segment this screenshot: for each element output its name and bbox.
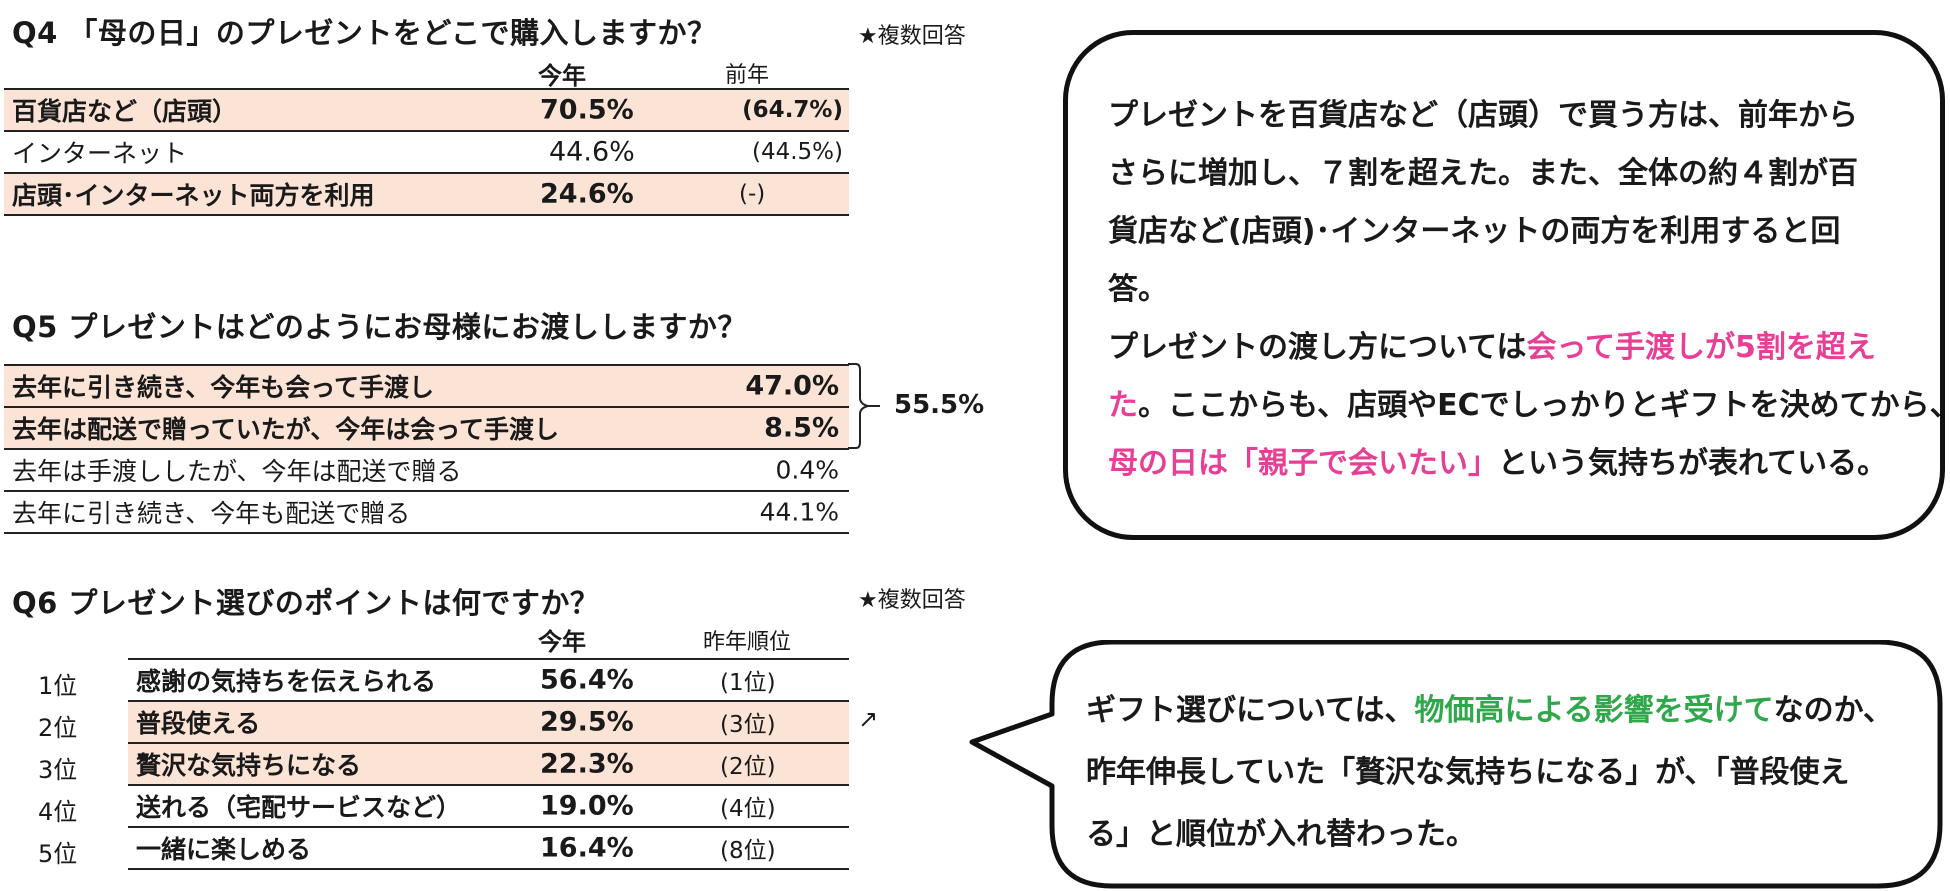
table-row: 去年は手渡ししたが、今年は配送で贈る 0.4% [4, 450, 849, 492]
bubble-text: ギフト選びについては、物価高による影響を受けてなのか、 昨年伸長していた「贅沢な… [1086, 680, 1893, 866]
bubble-text-normal: ギフト選びについては、 [1086, 693, 1415, 728]
bubble-text-normal: 。ここからも、店頭やECでしっかりとギフトを決めてから、 [1138, 388, 1950, 423]
bubble-text: プレゼントを百貨店など（店頭）で買う方は、前年から さらに増加し、７割を超えた。… [1108, 87, 1950, 493]
row-value: 56.4% [540, 664, 634, 696]
rank-label: 2位 [38, 714, 78, 742]
q6-multiple-answer-note: ★複数回答 [858, 588, 966, 613]
q4-col-this-year: 今年 [538, 62, 586, 90]
row-prev-value: (44.5%) [751, 139, 843, 165]
q4-multiple-answer-note: ★複数回答 [858, 24, 966, 49]
bubble-line: 昨年伸長していた「贅沢な気持ちになる」が、「普段使え [1086, 755, 1850, 790]
row-prev-rank: (8位) [720, 838, 776, 864]
row-label: 百貨店など（店頭） [12, 97, 238, 126]
q4-title: Q4 「母の日」のプレゼントをどこで購入しますか？ [12, 16, 717, 50]
table-row: 百貨店など（店頭） 70.5% (64.7%) [4, 90, 849, 132]
bubble-text-highlight: 会って手渡しが5割を超え [1526, 330, 1876, 365]
bubble-text-normal: という気持ちが表れている。 [1498, 446, 1888, 481]
bubble-line: ギフト選びについては、物価高による影響を受けてなのか、 [1086, 680, 1893, 742]
row-label: 一緒に楽しめる [136, 835, 312, 864]
q5-bracket-total: 55.5% [894, 390, 985, 420]
q6-col-last-rank: 昨年順位 [703, 630, 792, 655]
row-value: 16.4% [540, 832, 634, 864]
table-row: 感謝の気持ちを伝えられる 56.4% (1位) [128, 660, 849, 702]
q4-table: 百貨店など（店頭） 70.5% (64.7%) インターネット 44.6% (4… [4, 88, 849, 216]
bubble-line: プレゼントを百貨店など（店頭）で買う方は、前年から [1108, 98, 1858, 133]
summary-bubble-gift-choice [969, 640, 1943, 889]
row-prev-rank: (1位) [720, 670, 776, 696]
table-row: 店頭･インターネット両方を利用 24.6% (-) [4, 174, 849, 216]
q5-title: Q5 プレゼントはどのようにお母様にお渡ししますか？ [12, 310, 747, 344]
rank-label: 1位 [38, 672, 78, 700]
row-label: 感謝の気持ちを伝えられる [136, 667, 437, 696]
q6-title: Q6 プレゼント選びのポイントは何ですか？ [12, 586, 600, 620]
row-value: 24.6% [540, 178, 634, 210]
bubble-text-normal: なのか、 [1773, 693, 1894, 728]
row-label: 去年に引き続き、今年も会って手渡し [12, 373, 435, 402]
row-value: 44.1% [759, 497, 839, 527]
table-row: インターネット 44.6% (44.5%) [4, 132, 849, 174]
bubble-line: た。ここからも、店頭やECでしっかりとギフトを決めてから、 [1108, 377, 1950, 435]
rank-label: 5位 [38, 840, 78, 868]
bubble-line: プレゼントの渡し方については会って手渡しが5割を超え [1108, 319, 1950, 377]
row-prev-value: (-) [739, 181, 766, 207]
row-label: 去年は手渡ししたが、今年は配送で贈る [12, 457, 462, 486]
row-prev-value: (64.7%) [742, 97, 843, 123]
bubble-line: さらに増加し、７割を超えた。また、全体の約４割が百 [1108, 156, 1858, 191]
row-label: 送れる（宅配サービスなど） [136, 793, 462, 822]
rank-label: 3位 [38, 756, 78, 784]
row-value: 47.0% [745, 370, 839, 402]
row-value: 22.3% [540, 748, 634, 780]
table-row: 送れる（宅配サービスなど） 19.0% (4位) [128, 786, 849, 828]
table-row: 一緒に楽しめる 16.4% (8位) [128, 828, 849, 870]
q6-col-this-year: 今年 [538, 628, 586, 656]
bubble-text-highlight: 物価高による影響を受けて [1414, 693, 1774, 728]
row-value: 29.5% [540, 706, 634, 738]
row-prev-rank: (3位) [720, 712, 776, 738]
table-row: 去年に引き続き、今年も配送で贈る 44.1% [4, 492, 849, 534]
row-label: 店頭･インターネット両方を利用 [12, 181, 375, 210]
bubble-line: 答。 [1108, 272, 1168, 307]
row-label: 去年に引き続き、今年も配送で贈る [12, 499, 411, 528]
row-label: インターネット [12, 139, 188, 168]
bubble-text-highlight: 母の日は「親子で会いたい」 [1108, 446, 1498, 481]
table-row: 普段使える 29.5% (3位) [128, 702, 849, 744]
table-row: 去年は配送で贈っていたが、今年は会って手渡し 8.5% [4, 408, 849, 450]
row-prev-rank: (4位) [720, 796, 776, 822]
row-value: 19.0% [540, 790, 634, 822]
row-label: 贅沢な気持ちになる [136, 751, 362, 780]
rank-label: 4位 [38, 798, 78, 826]
row-value: 44.6% [549, 136, 635, 168]
q4-col-last-year: 前年 [725, 63, 770, 88]
bubble-line: 母の日は「親子で会いたい」という気持ちが表れている。 [1108, 435, 1950, 493]
bubble-line: る」と順位が入れ替わった。 [1086, 817, 1476, 852]
table-row: 去年に引き続き、今年も会って手渡し 47.0% [4, 366, 849, 408]
bubble-text-highlight: た [1108, 388, 1138, 423]
table-row: 贅沢な気持ちになる 22.3% (2位) [128, 744, 849, 786]
row-label: 去年は配送で贈っていたが、今年は会って手渡し [12, 415, 560, 444]
row-label: 普段使える [136, 709, 261, 738]
summary-bubble-purchase: プレゼントを百貨店など（店頭）で買う方は、前年から さらに増加し、７割を超えた。… [1063, 30, 1950, 540]
q5-table: 去年に引き続き、今年も会って手渡し 47.0% 去年は配送で贈っていたが、今年は… [4, 364, 849, 534]
row-prev-rank: (2位) [720, 754, 776, 780]
q5-bracket [848, 363, 880, 449]
row-value: 0.4% [775, 455, 839, 485]
bubble-text-normal: プレゼントの渡し方については [1108, 330, 1527, 365]
row-value: 8.5% [764, 412, 839, 444]
row-value: 70.5% [540, 94, 634, 126]
bubble-line: 貨店など(店頭)･インターネットの両方を利用すると回 [1108, 214, 1841, 249]
q6-table: 感謝の気持ちを伝えられる 56.4% (1位) 普段使える 29.5% (3位)… [128, 658, 849, 870]
rank-up-arrow-icon: ↗ [858, 705, 879, 733]
